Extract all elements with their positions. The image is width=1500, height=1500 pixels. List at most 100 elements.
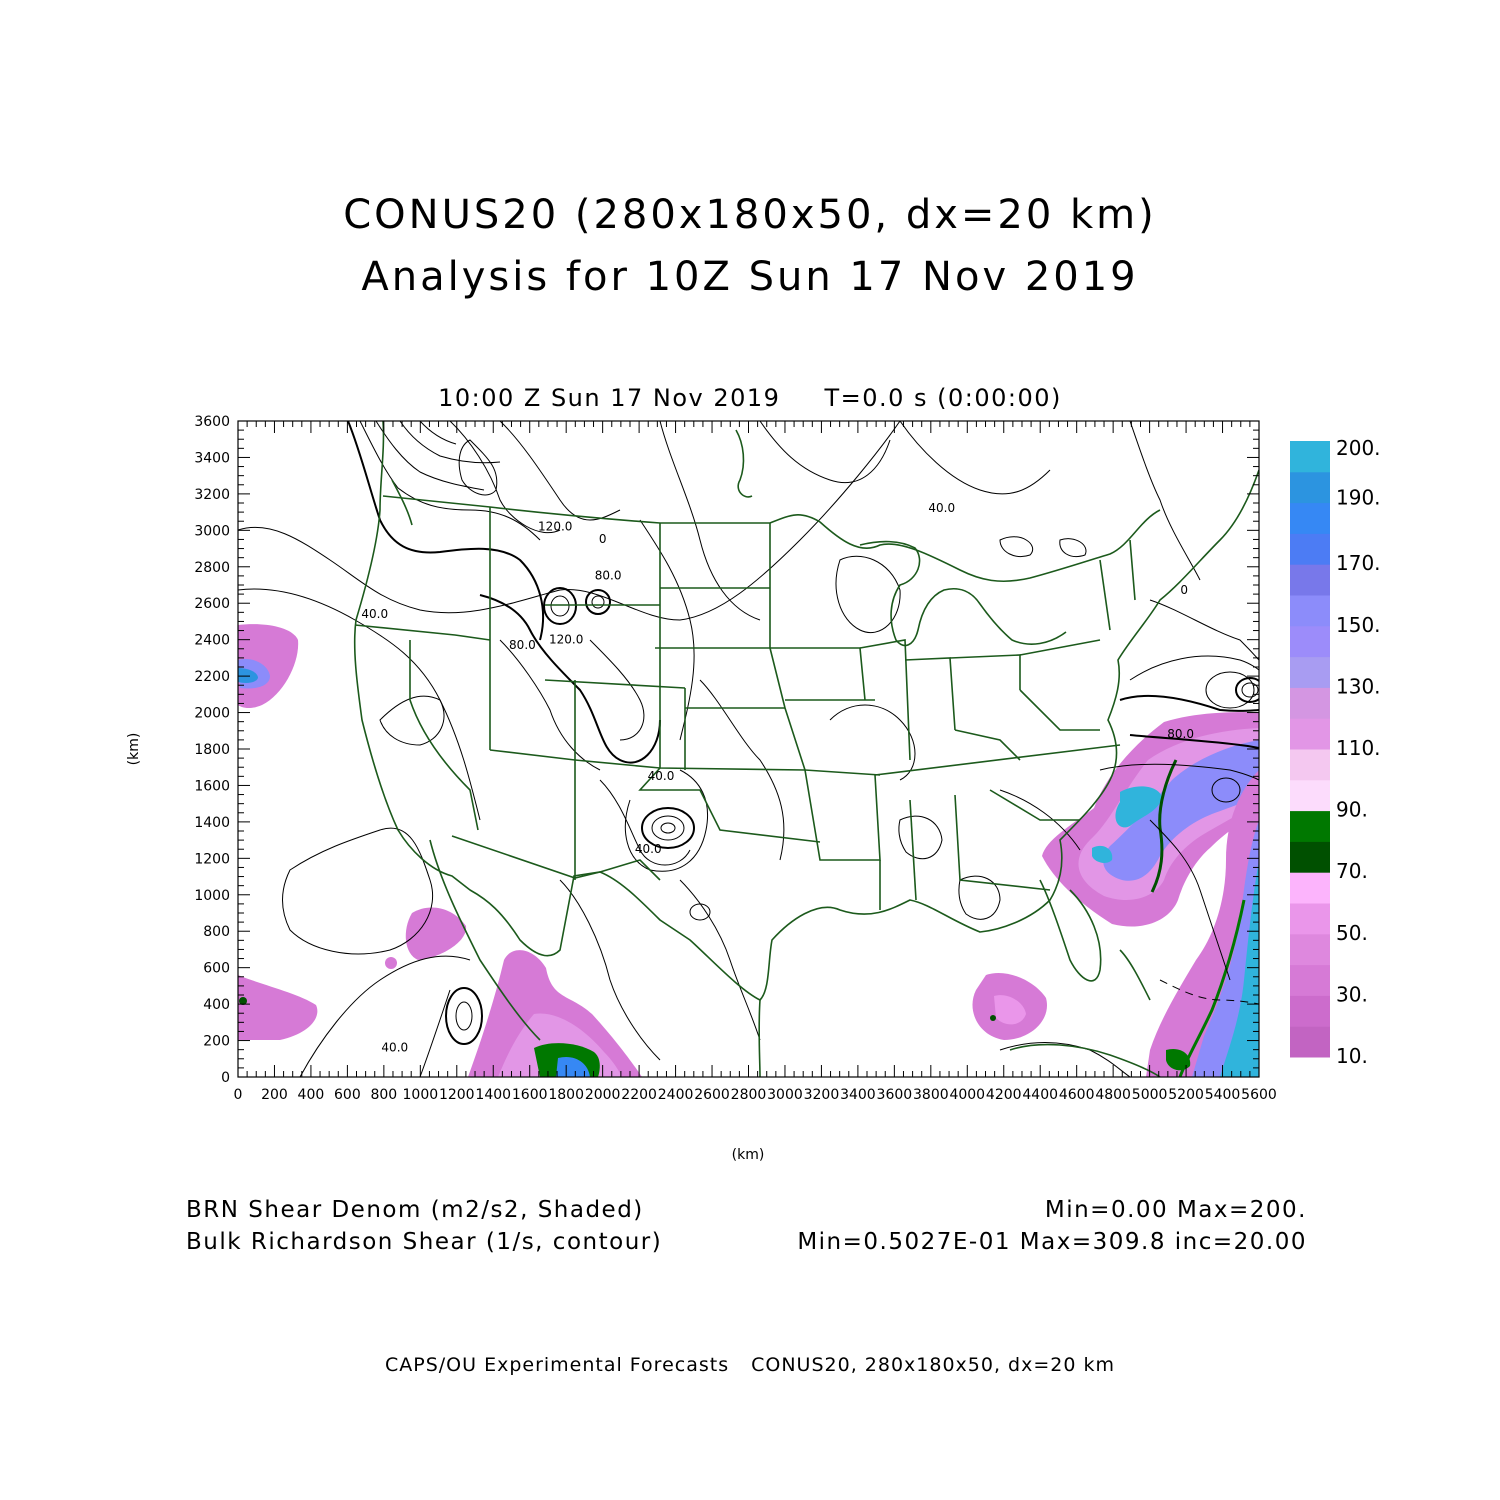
x-tick-label: 400 (298, 1087, 325, 1103)
contour-line (347, 421, 544, 641)
colorbar-bin (1290, 687, 1330, 719)
contour-ring (455, 1001, 473, 1031)
state-line (638, 767, 821, 843)
y-tick-label: 1600 (194, 778, 230, 794)
y-tick-label: 1000 (194, 888, 230, 904)
contour-label: 40.0 (361, 607, 388, 621)
x-tick-label: 0 (234, 1087, 243, 1103)
contour-label: 40.0 (648, 769, 675, 783)
contour-ring (1205, 671, 1255, 709)
shade-pacific-south (238, 975, 318, 1040)
contour-line (1149, 599, 1259, 661)
y-tick-label: 3600 (194, 414, 230, 430)
state-line (989, 789, 1080, 821)
state-line (1019, 689, 1100, 731)
y-tick-label: 3200 (194, 487, 230, 503)
x-tick-label: 1400 (475, 1087, 511, 1103)
state-line (874, 744, 1121, 776)
state-line (949, 654, 1021, 690)
chart-title-line1: CONUS20 (280x180x50, dx=20 km) (343, 192, 1157, 238)
colorbar-label: 50. (1336, 921, 1368, 945)
x-tick-label: 4400 (1022, 1087, 1058, 1103)
contour-line (1159, 979, 1259, 1005)
contour-label: 40.0 (635, 842, 662, 856)
colorbar-bin (1290, 933, 1330, 966)
contour-label: 80.0 (1167, 727, 1194, 741)
contour-line (679, 879, 761, 1041)
y-tick-label: 0 (221, 1070, 230, 1086)
x-tick-label: 4000 (949, 1087, 985, 1103)
contour-ring (651, 815, 685, 841)
mexico-gulf-coast (758, 999, 761, 1077)
contour-label: 80.0 (509, 638, 536, 652)
canada-border (382, 495, 1161, 583)
contour-line (958, 875, 1001, 920)
colorbar-bin (1290, 595, 1330, 627)
contour-line (1099, 763, 1259, 781)
state-line (769, 523, 806, 771)
contour-label: 0 (1180, 583, 1188, 597)
contour-label: 40.0 (928, 501, 955, 515)
plot-frame (237, 420, 1260, 1078)
shade-pacific-north-center (238, 668, 258, 683)
y-tick-label: 200 (203, 1034, 230, 1050)
colorbar-bin (1290, 564, 1330, 596)
state-line (1019, 639, 1101, 656)
contour-ring (689, 903, 711, 921)
lake-outline (735, 429, 753, 498)
great-lakes (859, 540, 1067, 647)
footer-domain: CONUS20, 280x180x50, dx=20 km (751, 1354, 1115, 1376)
state-line (859, 639, 911, 761)
y-tick-label: 1400 (194, 815, 230, 831)
colorbar-label: 10. (1336, 1044, 1368, 1068)
contour-line (829, 704, 916, 781)
y-tick-label: 400 (203, 997, 230, 1013)
bahamas (1119, 949, 1151, 1001)
state-line (904, 657, 956, 731)
x-tick-label: 4600 (1059, 1087, 1095, 1103)
contour-field (238, 421, 1259, 1077)
y-tick-label: 2600 (194, 596, 230, 612)
political-boundaries (353, 421, 1259, 1077)
x-tick-label: 2200 (621, 1087, 657, 1103)
x-tick-label: 5000 (1132, 1087, 1168, 1103)
shade-baja-north (405, 907, 467, 960)
contour-line (624, 769, 708, 872)
colorbar-label: 130. (1336, 674, 1381, 698)
contour-line (238, 588, 481, 821)
contour-line (379, 695, 445, 746)
contour-ring (543, 587, 577, 625)
contour-line (1129, 421, 1201, 581)
contour-ring (550, 595, 570, 617)
contour-field-stats: Min=0.5027E-01 Max=309.8 inc=20.00 (797, 1229, 1307, 1255)
contour-line (449, 421, 561, 534)
contour-label: 120.0 (549, 632, 583, 646)
x-tick-label: 5600 (1241, 1087, 1277, 1103)
shade-mexico-west (468, 950, 642, 1077)
colorbar-bin (1290, 656, 1330, 688)
y-tick-label: 2200 (194, 669, 230, 685)
colorbar-bin (1290, 625, 1330, 658)
contour-line (999, 789, 1081, 851)
y-tick-label: 2400 (194, 633, 230, 649)
state-line (780, 647, 866, 701)
contour-line (1119, 694, 1259, 712)
baja-coast (429, 839, 541, 1041)
contour-ring (1211, 777, 1241, 803)
x-tick-label: 2800 (731, 1087, 767, 1103)
contour-ring (641, 807, 695, 849)
shade-caribbean-green (1166, 1048, 1191, 1071)
contour-ring (445, 987, 483, 1045)
footer-source: CAPS/OU Experimental Forecasts (384, 1354, 730, 1376)
contour-line (659, 421, 761, 621)
colorbar-bin (1290, 872, 1330, 904)
contour-line (299, 955, 471, 1077)
contour-line (1129, 734, 1259, 749)
x-tick-label: 2600 (694, 1087, 730, 1103)
colorbar-bin (1290, 1026, 1330, 1058)
y-tick-label: 2800 (194, 560, 230, 576)
shaded-field (238, 624, 1259, 1077)
y-tick-label: 1800 (194, 742, 230, 758)
y-axis-label: (km) (126, 733, 142, 766)
colorbar-bin (1290, 749, 1330, 781)
